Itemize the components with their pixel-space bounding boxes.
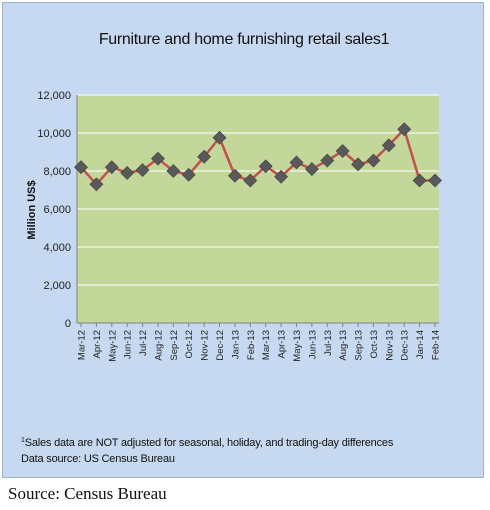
x-tick-label: Oct-12 xyxy=(184,330,195,359)
x-tick-label: Nov-13 xyxy=(384,330,395,361)
x-tick-label: Oct-13 xyxy=(369,330,380,359)
x-tick-label: Jul-13 xyxy=(323,330,334,356)
data-point xyxy=(320,153,335,168)
y-tick-label: 8,000 xyxy=(43,166,71,178)
chart-title: Furniture and home furnishing retail sal… xyxy=(98,31,390,48)
footnote-marker: 1 xyxy=(21,437,25,444)
data-point xyxy=(243,173,258,188)
data-point xyxy=(397,122,412,137)
data-point xyxy=(412,173,427,188)
x-tick-label: Nov-12 xyxy=(200,330,211,361)
data-point xyxy=(428,173,442,188)
data-point xyxy=(335,144,350,158)
x-tick-label: Jun-13 xyxy=(307,330,318,359)
data-point xyxy=(197,149,212,164)
data-point xyxy=(227,168,242,183)
data-point xyxy=(181,167,196,182)
chart-frame: Furniture and home furnishing retail sal… xyxy=(2,2,484,478)
chart-svg: 0 2,000 4,000 6,000 8,000 10,000 12,000 Mar-12… xyxy=(26,90,442,362)
x-tick-label: Dec-13 xyxy=(400,330,411,361)
data-point xyxy=(351,157,365,172)
x-tick-label: Mar-12 xyxy=(77,330,88,360)
footnote: 1Sales data are NOT adjusted for seasona… xyxy=(21,433,481,467)
data-point xyxy=(151,151,165,166)
x-tick-label: Sep-13 xyxy=(354,330,365,361)
x-tick-label: Apr-13 xyxy=(277,330,288,359)
data-point xyxy=(104,160,119,175)
data-markers xyxy=(74,122,442,192)
y-tick-label: 4,000 xyxy=(43,242,71,254)
data-point xyxy=(166,164,181,178)
axes xyxy=(76,95,439,327)
data-point xyxy=(212,130,227,145)
y-tick-label: 2,000 xyxy=(43,280,71,292)
data-point xyxy=(135,163,150,177)
data-point xyxy=(120,165,135,180)
y-tick-labels: 0 2,000 4,000 6,000 8,000 10,000 12,000 xyxy=(37,90,71,330)
x-tick-label: Aug-13 xyxy=(338,330,349,361)
x-tick-labels: Mar-12 Apr-12 May-12 Jun-12 Jul-12 Aug-12 Sep-… xyxy=(77,330,442,362)
x-tick-label: Jan-14 xyxy=(415,330,426,359)
y-tick-label: 0 xyxy=(65,318,71,330)
data-point xyxy=(381,138,396,153)
y-tick-label: 10,000 xyxy=(37,128,71,140)
x-tick-label: May-13 xyxy=(292,330,303,362)
y-axis-label: Million US$ xyxy=(26,180,38,239)
x-tick-label: Sep-12 xyxy=(169,330,180,361)
data-point xyxy=(274,169,289,184)
data-point xyxy=(366,153,381,168)
x-tick-label: Jan-13 xyxy=(230,330,241,359)
footnote-line-2: Data source: US Census Bureau xyxy=(21,453,175,465)
x-tick-label: Apr-12 xyxy=(92,330,103,359)
source-caption: Source: Census Bureau xyxy=(8,484,167,503)
footnote-text: Sales data are NOT adjusted for seasonal… xyxy=(24,437,394,449)
y-tick-label: 12,000 xyxy=(37,90,71,102)
x-tick-label: Dec-12 xyxy=(215,330,226,361)
x-tick-label: Jul-12 xyxy=(138,330,149,356)
footnote-line-1: 1Sales data are NOT adjusted for seasona… xyxy=(21,433,481,451)
y-tick-label: 6,000 xyxy=(43,204,71,216)
x-tick-label: May-12 xyxy=(107,330,118,362)
data-point xyxy=(258,159,273,174)
data-point xyxy=(304,162,319,177)
x-tick-label: Aug-12 xyxy=(153,330,164,361)
x-tick-label: Jun-12 xyxy=(123,330,134,359)
x-tick-label: Feb-13 xyxy=(246,330,257,360)
x-tick-label: Mar-13 xyxy=(261,330,272,360)
gridlines xyxy=(77,94,439,286)
data-point xyxy=(74,160,88,175)
data-point xyxy=(289,155,304,170)
x-tick-label: Feb-14 xyxy=(431,330,442,360)
data-point xyxy=(89,177,104,192)
